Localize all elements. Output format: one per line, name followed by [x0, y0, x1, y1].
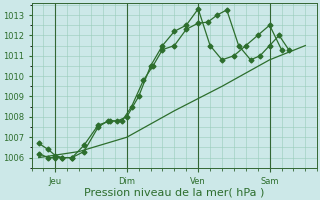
X-axis label: Pression niveau de la mer( hPa ): Pression niveau de la mer( hPa ): [84, 187, 265, 197]
